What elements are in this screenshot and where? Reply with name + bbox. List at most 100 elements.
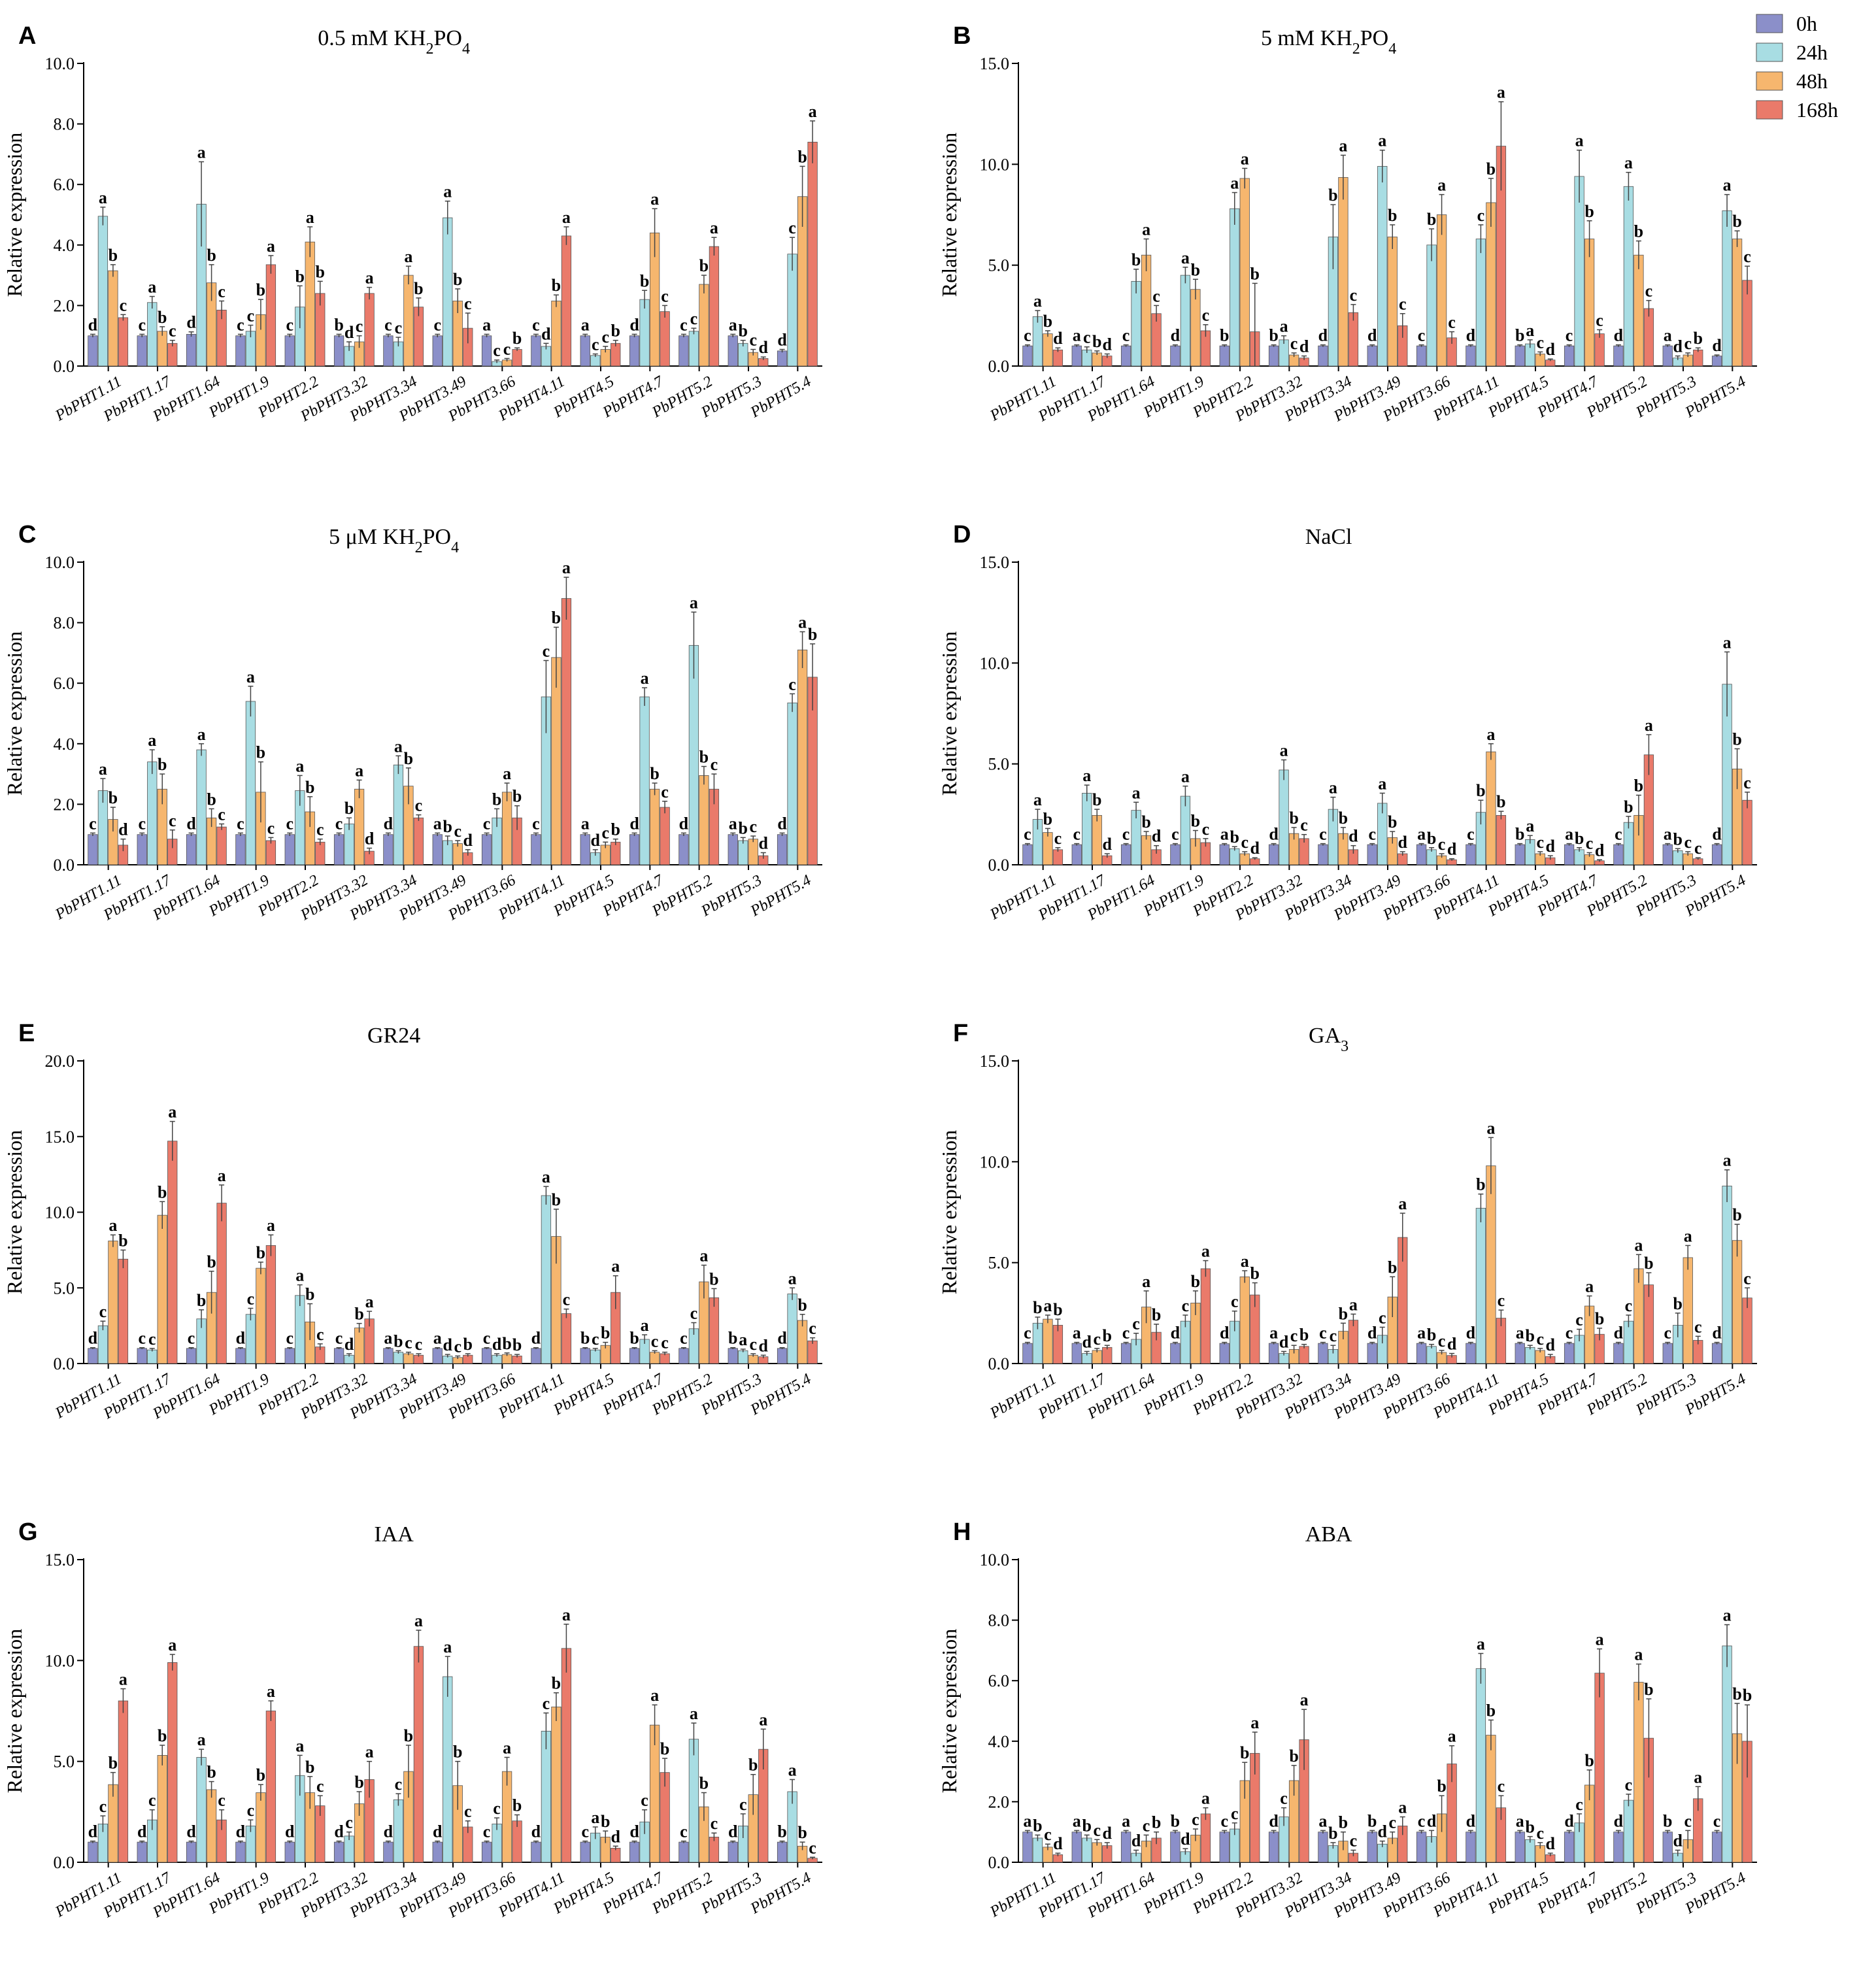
chart-title: 5 μM KH2PO4: [329, 525, 459, 556]
significance-letter: a: [355, 761, 363, 780]
significance-letter: c: [690, 1303, 698, 1322]
bar: [1525, 1839, 1535, 1863]
bar: [1732, 1240, 1743, 1364]
significance-letter: c: [138, 814, 146, 833]
legend-label: 24h: [1796, 41, 1828, 64]
bar: [1032, 1322, 1043, 1364]
significance-letter: c: [788, 218, 796, 237]
significance-letter: c: [218, 282, 226, 301]
significance-letter: d: [777, 331, 787, 350]
significance-letter: a: [197, 1730, 206, 1749]
significance-letter: a: [1280, 317, 1288, 336]
significance-letter: c: [1290, 1326, 1298, 1345]
bar: [1022, 844, 1033, 865]
bar: [699, 284, 709, 367]
significance-letter: a: [1624, 154, 1633, 173]
bar: [728, 335, 738, 367]
significance-letter: b: [1476, 1175, 1485, 1194]
bar: [512, 1820, 522, 1863]
significance-letter: d: [1466, 1811, 1476, 1830]
significance-letter: b: [797, 1296, 807, 1315]
significance-letter: a: [1694, 1767, 1702, 1786]
y-tick-label: 5.0: [54, 1752, 75, 1771]
significance-letter: b: [797, 147, 807, 166]
bar: [1071, 1832, 1082, 1863]
bar: [157, 331, 167, 367]
significance-letter: b: [739, 818, 748, 837]
bar: [1673, 850, 1683, 865]
significance-letter: a: [503, 764, 511, 783]
significance-letter: a: [443, 182, 452, 201]
bar: [797, 1320, 808, 1364]
significance-letter: c: [1645, 282, 1653, 301]
bar: [728, 834, 738, 865]
significance-letter: c: [1498, 1777, 1505, 1796]
significance-letter: a: [1723, 1151, 1732, 1170]
significance-letter: b: [1171, 1811, 1180, 1830]
y-tick-label: 4.0: [54, 735, 75, 754]
significance-letter: a: [1723, 1606, 1732, 1625]
significance-letter: c: [169, 811, 176, 830]
significance-letter: c: [503, 339, 511, 358]
bar: [1200, 1813, 1211, 1863]
bar: [580, 834, 590, 865]
significance-letter: d: [759, 1336, 769, 1355]
y-tick-label: 2.0: [54, 296, 75, 315]
y-tick-label: 0.0: [54, 1354, 75, 1373]
significance-letter: d: [1103, 335, 1113, 354]
y-tick-label: 0.0: [54, 1853, 75, 1872]
significance-letter: a: [503, 1738, 511, 1757]
bar: [561, 598, 572, 865]
bar: [147, 302, 158, 367]
significance-letter: a: [809, 102, 817, 121]
significance-letter: a: [218, 1166, 226, 1185]
bar: [1102, 1347, 1113, 1364]
significance-letter: c: [454, 822, 461, 841]
y-tick-label: 8.0: [54, 115, 75, 134]
significance-letter: a: [99, 760, 107, 779]
bar: [364, 293, 375, 367]
bar: [531, 335, 541, 367]
bar: [481, 335, 492, 367]
significance-letter: a: [168, 1103, 176, 1122]
significance-letter: b: [512, 1796, 522, 1815]
bar: [728, 1841, 738, 1863]
bar: [1043, 333, 1053, 367]
significance-letter: c: [1319, 825, 1327, 844]
significance-letter: d: [186, 1822, 196, 1841]
bar: [88, 1348, 98, 1364]
significance-letter: b: [808, 625, 817, 644]
significance-letter: b: [1673, 1294, 1683, 1313]
significance-letter: a: [365, 1292, 374, 1311]
significance-letter: c: [148, 1791, 156, 1810]
bar: [88, 834, 98, 865]
significance-letter: b: [207, 1252, 216, 1271]
significance-letter: c: [1368, 825, 1376, 844]
panel-h: H ABA Relative expression 0.0 2.0 4.0 6.0 8.0 10…: [937, 1518, 1757, 1922]
significance-letter: b: [1220, 326, 1229, 345]
significance-letter: c: [788, 675, 796, 694]
significance-letter: b: [552, 276, 561, 295]
significance-letter: c: [218, 805, 226, 824]
significance-letter: d: [1398, 833, 1408, 852]
significance-letter: b: [1043, 809, 1052, 828]
y-axis-label: Relative expression: [937, 1130, 961, 1294]
significance-letter: c: [1575, 1795, 1583, 1814]
significance-letter: d: [1546, 837, 1556, 856]
significance-letter: c: [1388, 1813, 1396, 1832]
significance-letter: d: [1367, 1324, 1377, 1343]
significance-letter: c: [1350, 1831, 1358, 1850]
significance-letter: b: [1033, 1816, 1042, 1835]
significance-letter: b: [158, 755, 167, 774]
legend-swatch: [1756, 14, 1783, 33]
significance-letter: d: [1447, 840, 1457, 859]
significance-letter: b: [109, 246, 118, 265]
significance-letter: c: [267, 818, 275, 837]
bar: [167, 1141, 178, 1364]
significance-letter: c: [1330, 1326, 1337, 1345]
bar: [649, 1352, 660, 1364]
significance-letter: b: [118, 1231, 127, 1250]
y-tick-label: 20.0: [45, 1052, 75, 1071]
significance-letter: a: [1230, 174, 1239, 193]
bar: [1219, 1832, 1230, 1863]
